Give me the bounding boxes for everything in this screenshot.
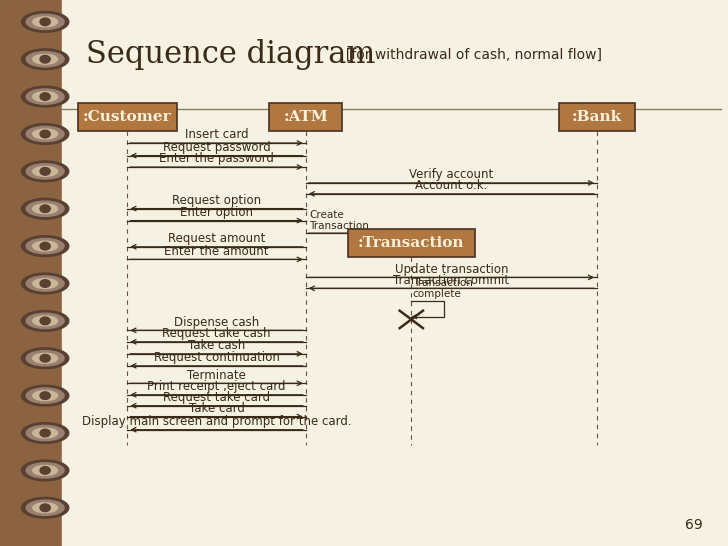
Ellipse shape — [22, 423, 69, 443]
Text: Sequence diagram: Sequence diagram — [86, 39, 375, 70]
Ellipse shape — [22, 311, 69, 331]
Ellipse shape — [26, 89, 64, 104]
Ellipse shape — [22, 385, 69, 406]
Circle shape — [40, 280, 50, 287]
Text: 69: 69 — [685, 518, 703, 532]
Bar — [0, 0, 62, 546]
Text: Request password: Request password — [162, 141, 271, 154]
Ellipse shape — [22, 460, 69, 481]
Text: Transaction commit: Transaction commit — [393, 274, 510, 287]
Circle shape — [40, 18, 50, 26]
Ellipse shape — [33, 241, 58, 251]
Ellipse shape — [26, 51, 64, 67]
Ellipse shape — [22, 497, 69, 518]
Text: :Customer: :Customer — [83, 110, 172, 124]
Text: :Bank: :Bank — [572, 110, 622, 124]
Bar — [269, 103, 342, 131]
Ellipse shape — [22, 123, 69, 144]
Text: Display main screen and prompt for the card.: Display main screen and prompt for the c… — [82, 415, 352, 428]
Text: Enter the amount: Enter the amount — [165, 245, 269, 258]
Ellipse shape — [33, 466, 58, 476]
Circle shape — [40, 467, 50, 474]
Circle shape — [40, 242, 50, 250]
Text: Terminate: Terminate — [187, 369, 246, 382]
Bar — [559, 103, 635, 131]
Ellipse shape — [33, 167, 58, 176]
Ellipse shape — [26, 351, 64, 366]
Ellipse shape — [33, 92, 58, 102]
Circle shape — [40, 317, 50, 325]
Circle shape — [40, 392, 50, 400]
Text: :Transaction: :Transaction — [358, 236, 464, 250]
Ellipse shape — [26, 388, 64, 403]
Text: Insert card: Insert card — [185, 128, 248, 141]
Text: Verify account: Verify account — [409, 168, 494, 181]
Text: [for withdrawal of cash, normal flow]: [for withdrawal of cash, normal flow] — [337, 48, 602, 62]
Text: Request amount: Request amount — [168, 232, 265, 245]
Ellipse shape — [33, 428, 58, 438]
Text: Enter option: Enter option — [180, 206, 253, 219]
Ellipse shape — [22, 49, 69, 69]
Bar — [79, 103, 177, 131]
Ellipse shape — [22, 11, 69, 32]
Ellipse shape — [22, 236, 69, 257]
Circle shape — [40, 429, 50, 437]
Ellipse shape — [26, 14, 64, 29]
Ellipse shape — [33, 316, 58, 326]
Ellipse shape — [26, 126, 64, 141]
Circle shape — [40, 504, 50, 512]
Text: Request take cash: Request take cash — [162, 327, 271, 340]
Text: Request continuation: Request continuation — [154, 351, 280, 364]
Ellipse shape — [33, 353, 58, 363]
Ellipse shape — [33, 204, 58, 213]
Circle shape — [40, 130, 50, 138]
Ellipse shape — [22, 348, 69, 369]
Ellipse shape — [26, 201, 64, 216]
Ellipse shape — [26, 313, 64, 329]
Text: Print receipt ,eject card: Print receipt ,eject card — [147, 380, 286, 393]
Text: Transaction
complete: Transaction complete — [413, 278, 472, 299]
Text: Update transaction: Update transaction — [395, 263, 508, 276]
Ellipse shape — [22, 198, 69, 219]
Text: Request option: Request option — [172, 194, 261, 207]
Text: Dispense cash: Dispense cash — [174, 316, 259, 329]
Text: Account o.k.: Account o.k. — [415, 179, 488, 192]
Circle shape — [40, 205, 50, 212]
Circle shape — [40, 93, 50, 100]
Circle shape — [40, 168, 50, 175]
Text: Take card: Take card — [189, 402, 245, 415]
Ellipse shape — [33, 54, 58, 64]
Text: Create
Transaction: Create Transaction — [309, 210, 369, 231]
Ellipse shape — [22, 86, 69, 107]
Circle shape — [40, 55, 50, 63]
Ellipse shape — [33, 278, 58, 288]
Ellipse shape — [26, 239, 64, 254]
Ellipse shape — [22, 161, 69, 182]
Text: Request take card: Request take card — [163, 391, 270, 404]
Ellipse shape — [26, 425, 64, 441]
Text: Enter the password: Enter the password — [159, 152, 274, 165]
Text: :ATM: :ATM — [283, 110, 328, 124]
Ellipse shape — [26, 164, 64, 179]
Ellipse shape — [22, 273, 69, 294]
Ellipse shape — [26, 276, 64, 291]
Ellipse shape — [33, 391, 58, 401]
Ellipse shape — [26, 500, 64, 515]
Ellipse shape — [33, 17, 58, 27]
Bar — [348, 229, 475, 257]
Text: Take cash: Take cash — [188, 339, 245, 352]
Ellipse shape — [33, 503, 58, 513]
Circle shape — [40, 354, 50, 362]
Ellipse shape — [26, 463, 64, 478]
Ellipse shape — [33, 129, 58, 139]
